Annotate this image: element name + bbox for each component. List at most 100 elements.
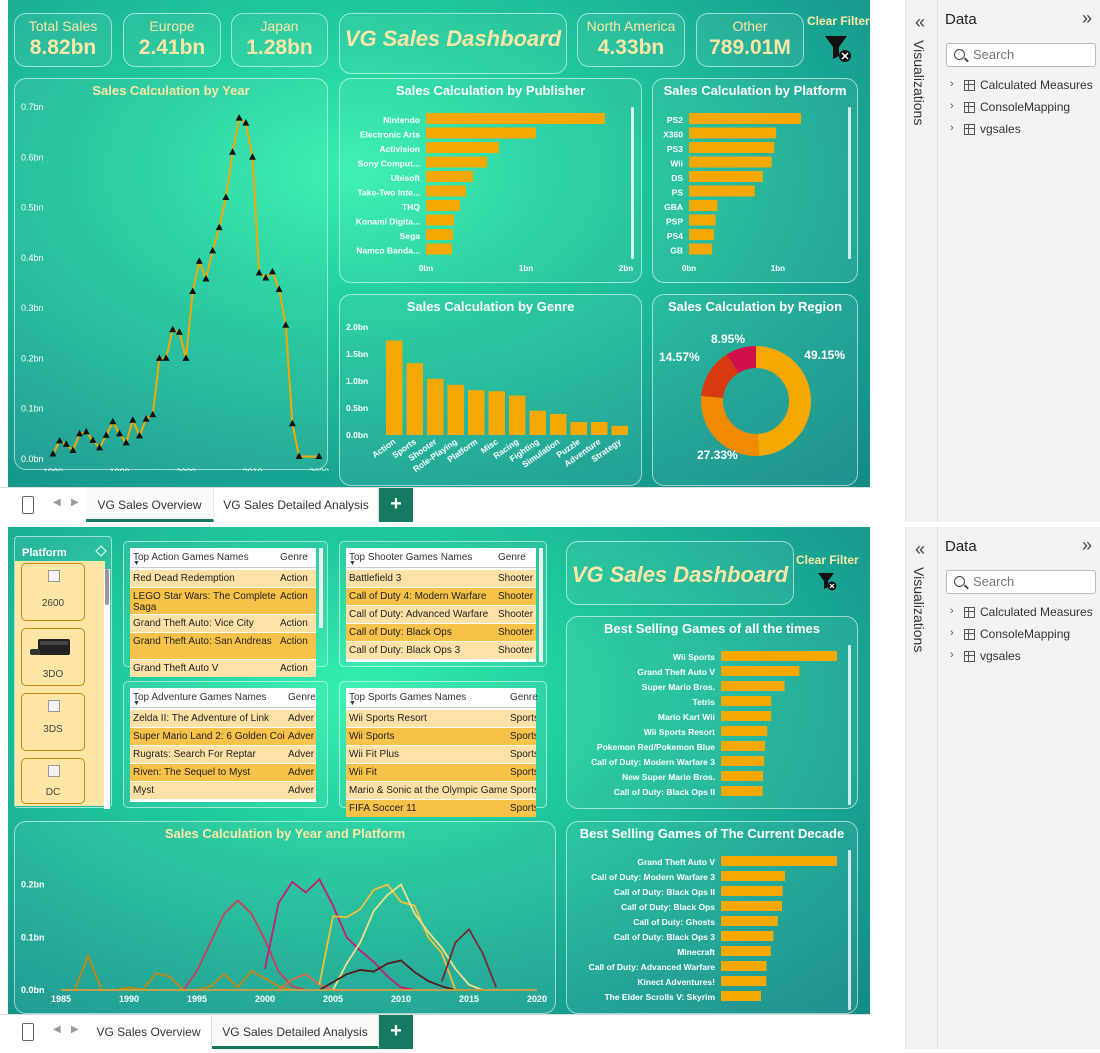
y-tick-label: 0.0bn [21, 454, 44, 464]
table-cell-name: Call of Duty: Black Ops 3 [349, 645, 461, 656]
column-header[interactable]: Genre [288, 692, 316, 703]
sort-desc-icon[interactable]: ▼ [349, 700, 356, 707]
chevron-right-icon[interactable]: › [950, 649, 954, 661]
add-page-button[interactable]: + [379, 488, 413, 522]
chevron-right-icon[interactable]: › [950, 78, 954, 90]
slicer-item[interactable]: 3DO [21, 628, 85, 686]
prev-page-icon[interactable]: ◀ [53, 1024, 61, 1035]
table-scrollbar[interactable] [319, 548, 323, 628]
year-platform-chart[interactable]: 0.0bn 0.1bn 0.2bn 1985 1990 1995 2000 2005 2010 2… [15, 822, 557, 1014]
next-page-icon[interactable]: ▶ [71, 497, 79, 508]
table-cell-genre: Sports [510, 731, 536, 742]
column-header[interactable]: Genre [280, 552, 308, 563]
platform-chart[interactable]: PS2 X360 PS3 Wii DS PS GBA PSP PS4 GB 0bn 1bn [653, 79, 859, 284]
data-point [209, 246, 217, 254]
table-row[interactable]: Wii Sports Sports [346, 728, 536, 745]
slicer-item[interactable]: 2600 [21, 563, 85, 621]
table-scrollbar[interactable] [539, 548, 543, 662]
table-row[interactable]: Call of Duty: Black Ops Shooter [346, 624, 536, 641]
table-row[interactable]: Grand Theft Auto: Vice City Action [130, 615, 316, 632]
best-decade-chart[interactable]: Grand Theft Auto V Call of Duty: Modern W… [567, 822, 859, 1014]
expand-icon[interactable]: » [1081, 8, 1092, 28]
kpi-japan[interactable]: Japan 1.28bn [231, 13, 328, 67]
chevron-right-icon[interactable]: › [950, 627, 954, 639]
region-chart[interactable]: 49.15% 27.33% 14.57% 8.95% [653, 295, 859, 487]
data-search-box[interactable] [946, 570, 1096, 594]
column-header[interactable]: Top Sports Games Names [349, 692, 467, 703]
table-row[interactable]: Super Mario Land 2: 6 Golden Coins Adver [130, 728, 316, 745]
column-header[interactable]: Top Adventure Games Names [133, 692, 267, 703]
x-tick-label: 0bn [419, 264, 433, 273]
sort-desc-icon[interactable]: ▼ [133, 700, 140, 707]
eraser-icon[interactable] [95, 545, 107, 557]
data-search-box[interactable] [946, 43, 1096, 67]
category-label: Electronic Arts [360, 130, 420, 140]
table-cell-genre: Shooter [498, 591, 534, 602]
table-row[interactable]: Zelda II: The Adventure of Link Adver [130, 710, 316, 727]
category-label: Call of Duty: Ghosts [633, 917, 715, 927]
next-page-icon[interactable]: ▶ [71, 1024, 79, 1035]
table-row[interactable]: FIFA Soccer 11 Sports [346, 800, 536, 817]
table-row[interactable]: Wii Fit Plus Sports [346, 746, 536, 763]
clear-filter-label[interactable]: Clear Filter [807, 14, 870, 28]
prev-page-icon[interactable]: ◀ [53, 497, 61, 508]
clear-filter-icon[interactable] [823, 34, 855, 64]
table-row[interactable]: Grand Theft Auto: San Andreas Action [130, 633, 316, 659]
collapse-icon[interactable]: « [915, 12, 926, 32]
clear-filter-label[interactable]: Clear Filter [796, 553, 859, 567]
best-all-time-chart[interactable]: Wii Sports Grand Theft Auto V Super Mario … [567, 617, 859, 810]
action-games-table[interactable]: Top Action Games Names Genre ▼ Red Dead Red… [130, 548, 316, 677]
mobile-layout-icon[interactable] [22, 1023, 34, 1041]
table-row[interactable]: Mario & Sonic at the Olympic GamesSports [346, 782, 536, 799]
mobile-layout-icon[interactable] [22, 496, 34, 514]
tab-vg-sales-detailed-analysis[interactable]: VG Sales Detailed Analysis [214, 488, 379, 522]
column-header[interactable]: Genre [510, 692, 538, 703]
kpi-other[interactable]: Other 789.01M [696, 13, 804, 67]
clear-filter-icon[interactable] [817, 572, 841, 592]
sort-desc-icon[interactable]: ▼ [133, 560, 140, 567]
tab-vg-sales-overview[interactable]: VG Sales Overview [86, 1015, 212, 1049]
slicer-item[interactable]: DC [21, 758, 85, 804]
kpi-europe[interactable]: Europe 2.41bn [123, 13, 221, 67]
table-row[interactable]: Call of Duty: Advanced Warfare Shooter [346, 606, 536, 623]
year-chart[interactable]: 0.0bn 0.1bn 0.2bn 0.3bn 0.4bn 0.5bn 0.6bn 0.7bn… [15, 79, 329, 471]
column-header[interactable]: Genre [498, 552, 526, 563]
table-row[interactable]: Riven: The Sequel to Myst Adver [130, 764, 316, 781]
table-row[interactable]: Call of Duty 4: Modern Warfare Shooter [346, 588, 536, 605]
visualizations-label[interactable]: Visualizations [911, 40, 927, 126]
sports-games-table[interactable]: Top Sports Games Names Genre ▼ Wii Sports R… [346, 688, 538, 817]
expand-icon[interactable]: » [1081, 535, 1092, 555]
genre-chart[interactable]: 0.0bn0.5bn1.0bn1.5bn2.0bnActionSportsSho… [340, 295, 643, 487]
slicer-item[interactable]: 3DS [21, 693, 85, 751]
publisher-chart[interactable]: Nintendo Electronic Arts Activision Sony Co… [340, 79, 643, 284]
chevron-right-icon[interactable]: › [950, 100, 954, 112]
column-header[interactable]: Top Shooter Games Names [349, 552, 473, 563]
table-row[interactable]: Call of Duty: Black Ops 3 Shooter [346, 642, 536, 659]
column-header[interactable]: Top Action Games Names [133, 552, 249, 563]
search-input[interactable] [973, 574, 1091, 589]
visualizations-label[interactable]: Visualizations [911, 567, 927, 653]
adventure-games-table[interactable]: Top Adventure Games Names Genre ▼ Zelda II:… [130, 688, 316, 802]
sort-desc-icon[interactable]: ▼ [349, 560, 356, 567]
tab-vg-sales-detailed-analysis[interactable]: VG Sales Detailed Analysis [212, 1015, 379, 1049]
search-input[interactable] [973, 47, 1091, 62]
platform-slicer[interactable]: Platform 2600 3DO 3DS DC [14, 536, 112, 809]
table-row[interactable]: LEGO Star Wars: The Complete Saga Action [130, 588, 316, 614]
table-row[interactable]: Battlefield 3 Shooter [346, 570, 536, 587]
table-row[interactable]: Rugrats: Search For Reptar Adver [130, 746, 316, 763]
collapse-icon[interactable]: « [915, 539, 926, 559]
chevron-right-icon[interactable]: › [950, 605, 954, 617]
table-row[interactable]: Wii Fit Sports [346, 764, 536, 781]
tab-vg-sales-overview[interactable]: VG Sales Overview [86, 488, 214, 522]
table-row[interactable]: Myst Adver [130, 782, 316, 799]
chevron-right-icon[interactable]: › [950, 122, 954, 134]
table-row[interactable]: Grand Theft Auto V Action [130, 660, 316, 677]
table-row[interactable]: Wii Sports Resort Sports [346, 710, 536, 727]
kpi-total-sales[interactable]: Total Sales 8.82bn [14, 13, 112, 67]
add-page-button[interactable]: + [379, 1015, 413, 1049]
table-row[interactable]: Red Dead Redemption Action [130, 570, 316, 587]
slicer-scrollbar[interactable] [104, 569, 110, 809]
y-tick-label: 1.0bn [346, 376, 368, 386]
shooter-games-table[interactable]: Top Shooter Games Names Genre ▼ Battlefield… [346, 548, 536, 662]
kpi-north-america[interactable]: North America 4.33bn [577, 13, 685, 67]
